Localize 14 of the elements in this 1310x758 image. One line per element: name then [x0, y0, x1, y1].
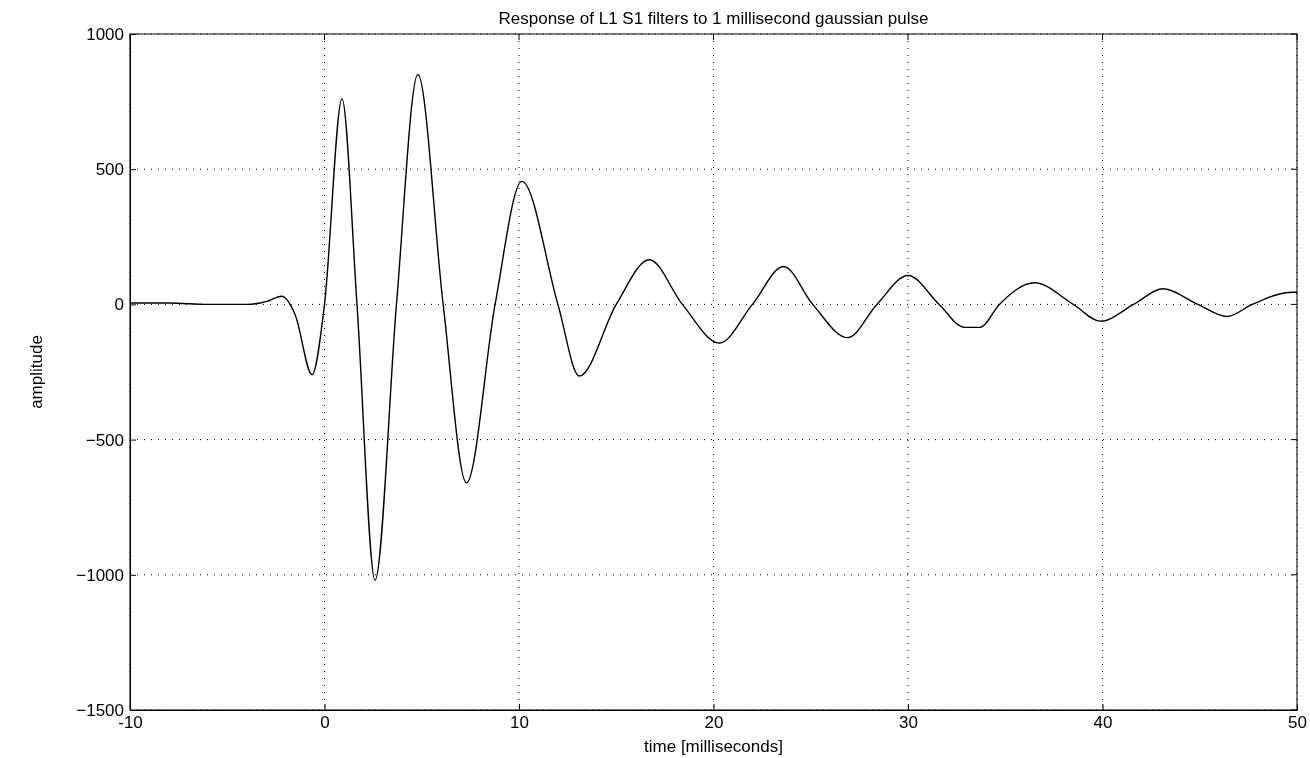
- y-tick-label: −500: [85, 430, 124, 450]
- y-tick-label: 0: [114, 295, 124, 315]
- x-axis-title: time [milliseconds]: [644, 737, 783, 756]
- x-tick-label: 30: [899, 713, 918, 733]
- y-tick-label: −1000: [76, 565, 124, 585]
- chart-title: Response of L1 S1 filters to 1 millisecond gaussian pulse: [498, 9, 929, 28]
- x-tick-label: 20: [704, 713, 724, 733]
- x-tick-label: 50: [1288, 713, 1307, 733]
- y-tick-label: 500: [95, 160, 124, 180]
- x-tick-label: 10: [510, 713, 529, 733]
- x-tick-label: 0: [320, 713, 330, 733]
- y-tick-label: 1000: [86, 24, 124, 44]
- x-tick-label: 40: [1093, 713, 1113, 733]
- y-axis-title: amplitude: [27, 335, 46, 409]
